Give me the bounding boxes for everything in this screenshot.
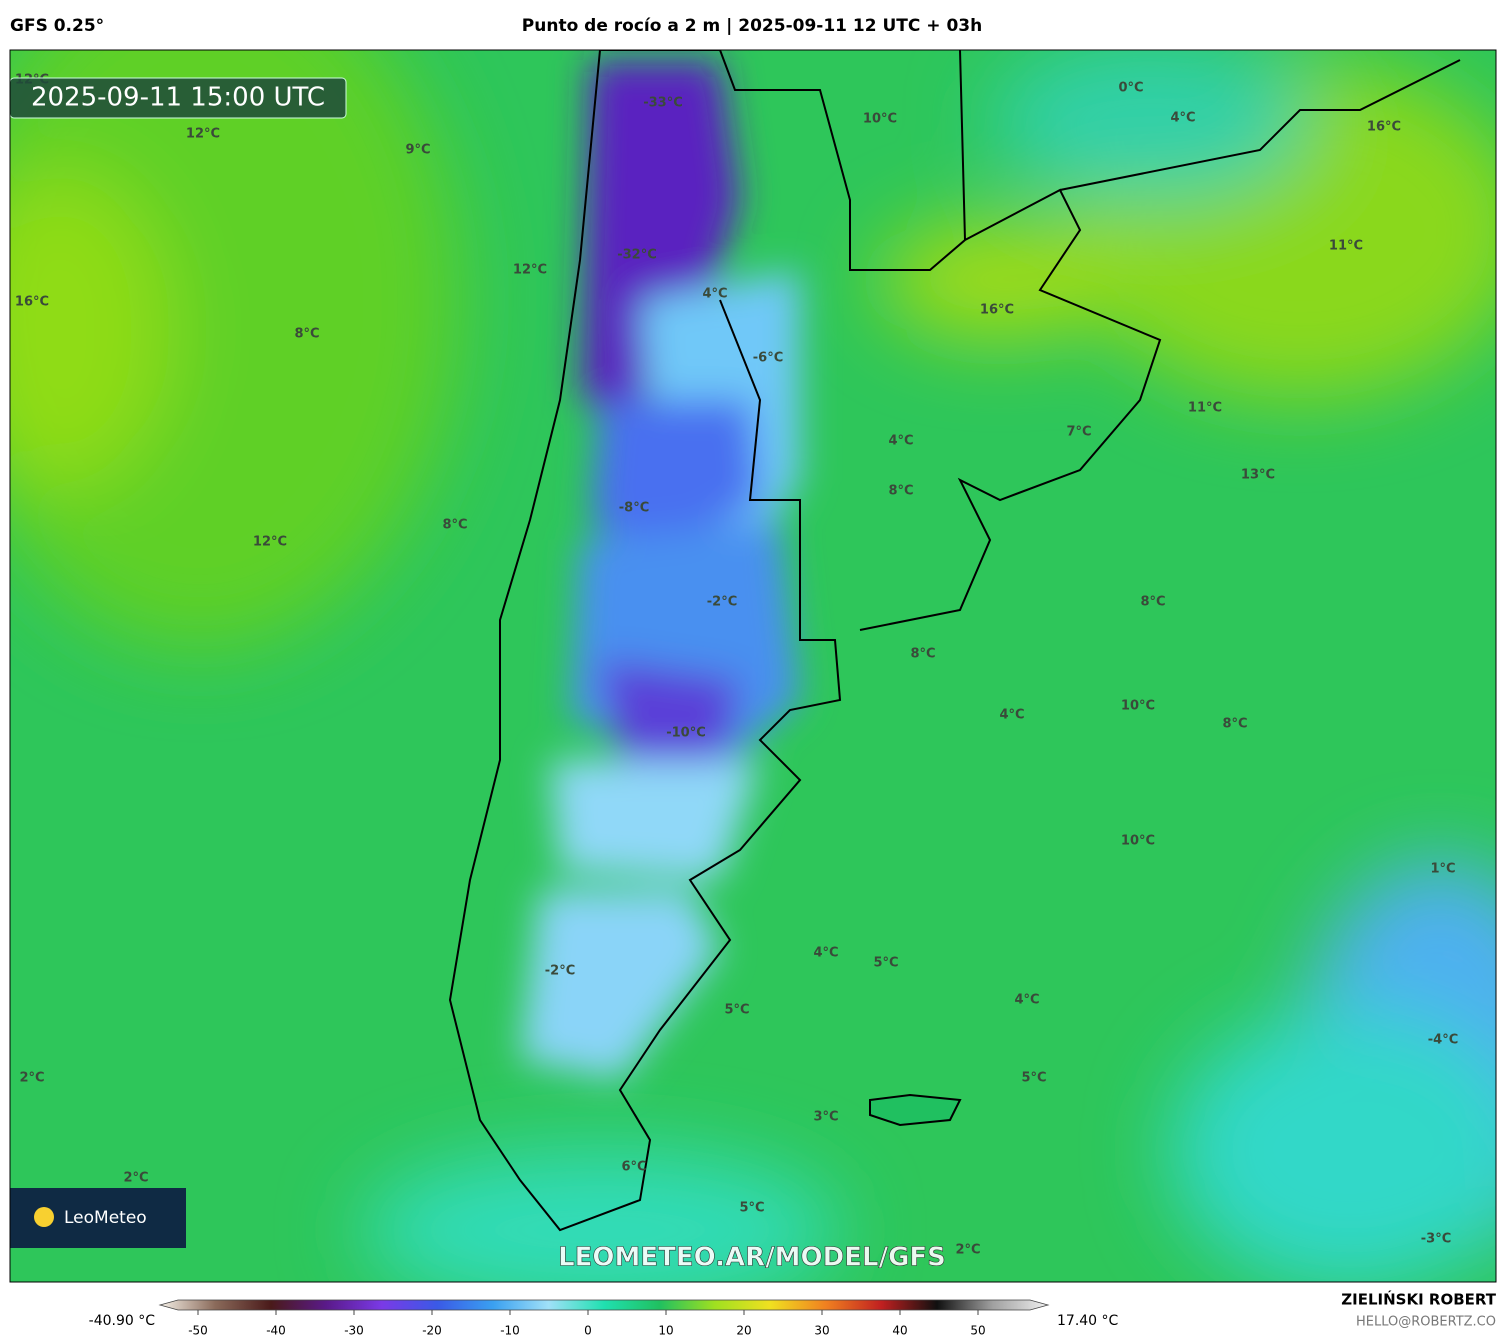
cold-region — [520, 60, 800, 1080]
map-area: 12°C12°C9°C12°C16°C8°C12°C8°C-33°C-32°C4… — [10, 50, 1496, 1282]
contour-label: 8°C — [1222, 717, 1247, 732]
watermark: LEOMETEO.AR/MODEL/GFS — [558, 1243, 946, 1273]
logo-text: LeoMeteo — [64, 1208, 147, 1228]
contour-label: 5°C — [873, 956, 898, 971]
contour-label: 4°C — [1014, 993, 1039, 1008]
contour-label: 12°C — [253, 535, 287, 550]
colorbar-tick-label: -20 — [422, 1324, 442, 1338]
map-frame — [9, 49, 1497, 1283]
contour-label: 8°C — [888, 484, 913, 499]
contour-label: 4°C — [999, 708, 1024, 723]
contour-label: 10°C — [1121, 699, 1155, 714]
colorbar-tick-label: 30 — [814, 1324, 829, 1338]
contour-label: 12°C — [513, 263, 547, 278]
contour-label: 11°C — [1329, 239, 1363, 254]
colorbar-min: -40.90 °C — [89, 1313, 156, 1329]
timestamp: 2025-09-11 15:00 UTC — [31, 83, 325, 113]
colorbar — [158, 1299, 1050, 1311]
contour-label: 1°C — [1430, 862, 1455, 877]
contour-label: 13°C — [1241, 468, 1275, 483]
colorbar-tick-label: 50 — [970, 1324, 985, 1338]
contour-label: 5°C — [1021, 1071, 1046, 1086]
contour-label: -6°C — [753, 351, 783, 366]
contour-label: 8°C — [294, 327, 319, 342]
colorbar-tick-label: 0 — [584, 1324, 592, 1338]
contour-label: 11°C — [1188, 401, 1222, 416]
falkland-islands — [869, 1093, 962, 1127]
contour-label: 10°C — [1121, 834, 1155, 849]
contour-label: 10°C — [863, 112, 897, 127]
contour-label: 2°C — [19, 1071, 44, 1086]
colorbar-tick-label: -30 — [344, 1324, 364, 1338]
author: ZIELIŃSKI ROBERT — [1341, 1290, 1496, 1309]
contour-label: 4°C — [1170, 111, 1195, 126]
contour-label: -3°C — [1421, 1232, 1451, 1247]
contour-label: 6°C — [621, 1160, 646, 1175]
logo-sun — [34, 1207, 54, 1227]
contour-label: 8°C — [442, 518, 467, 533]
colorbar-tick-label: -50 — [188, 1324, 208, 1338]
contour-label: -33°C — [643, 96, 683, 111]
contour-label: 0°C — [1118, 81, 1143, 96]
colorbar-tick-label: 40 — [892, 1324, 907, 1338]
contour-label: 7°C — [1066, 425, 1091, 440]
contour-label: 8°C — [910, 647, 935, 662]
colorbar-ticks: -50 -40 -30 -20 -10 0 10 20 30 40 50 — [188, 1310, 986, 1338]
contour-label: 9°C — [405, 143, 430, 158]
colorbar-tick-label: 10 — [658, 1324, 673, 1338]
contour-label: 16°C — [980, 303, 1014, 318]
email: HELLO@ROBERTZ.CO — [1356, 1315, 1496, 1330]
contour-label: 4°C — [813, 946, 838, 961]
contour-label: 3°C — [813, 1110, 838, 1125]
colorbar-max: 17.40 °C — [1057, 1313, 1119, 1329]
contour-label: 12°C — [186, 127, 220, 142]
contour-label: 16°C — [15, 295, 49, 310]
contour-label: -10°C — [666, 726, 706, 741]
colorbar-tick-label: 20 — [736, 1324, 751, 1338]
map-title: Punto de rocío a 2 m | 2025-09-11 12 UTC… — [522, 16, 982, 36]
contour-label: -2°C — [545, 964, 575, 979]
colorbar-tick-label: -40 — [266, 1324, 286, 1338]
contour-label: 16°C — [1367, 120, 1401, 135]
contour-label: 4°C — [702, 287, 727, 302]
contour-label: -2°C — [707, 595, 737, 610]
field-shading — [10, 50, 1496, 1282]
contour-label: 2°C — [123, 1171, 148, 1186]
contour-label: 8°C — [1140, 595, 1165, 610]
contour-label: -32°C — [617, 248, 657, 263]
coastline — [448, 50, 1461, 1232]
colorbar-tick-label: -10 — [500, 1324, 520, 1338]
contour-label: 4°C — [888, 434, 913, 449]
contour-label: -4°C — [1428, 1033, 1458, 1048]
contour-label: 5°C — [739, 1201, 764, 1216]
contour-label: -8°C — [619, 501, 649, 516]
timestamp-box — [10, 77, 347, 119]
contour-label: 5°C — [724, 1003, 749, 1018]
map-labels: 12°C12°C9°C12°C16°C8°C12°C8°C-33°C-32°C4… — [15, 73, 1458, 1258]
contour-label: 2°C — [955, 1243, 980, 1258]
model-name: GFS 0.25° — [10, 16, 104, 36]
